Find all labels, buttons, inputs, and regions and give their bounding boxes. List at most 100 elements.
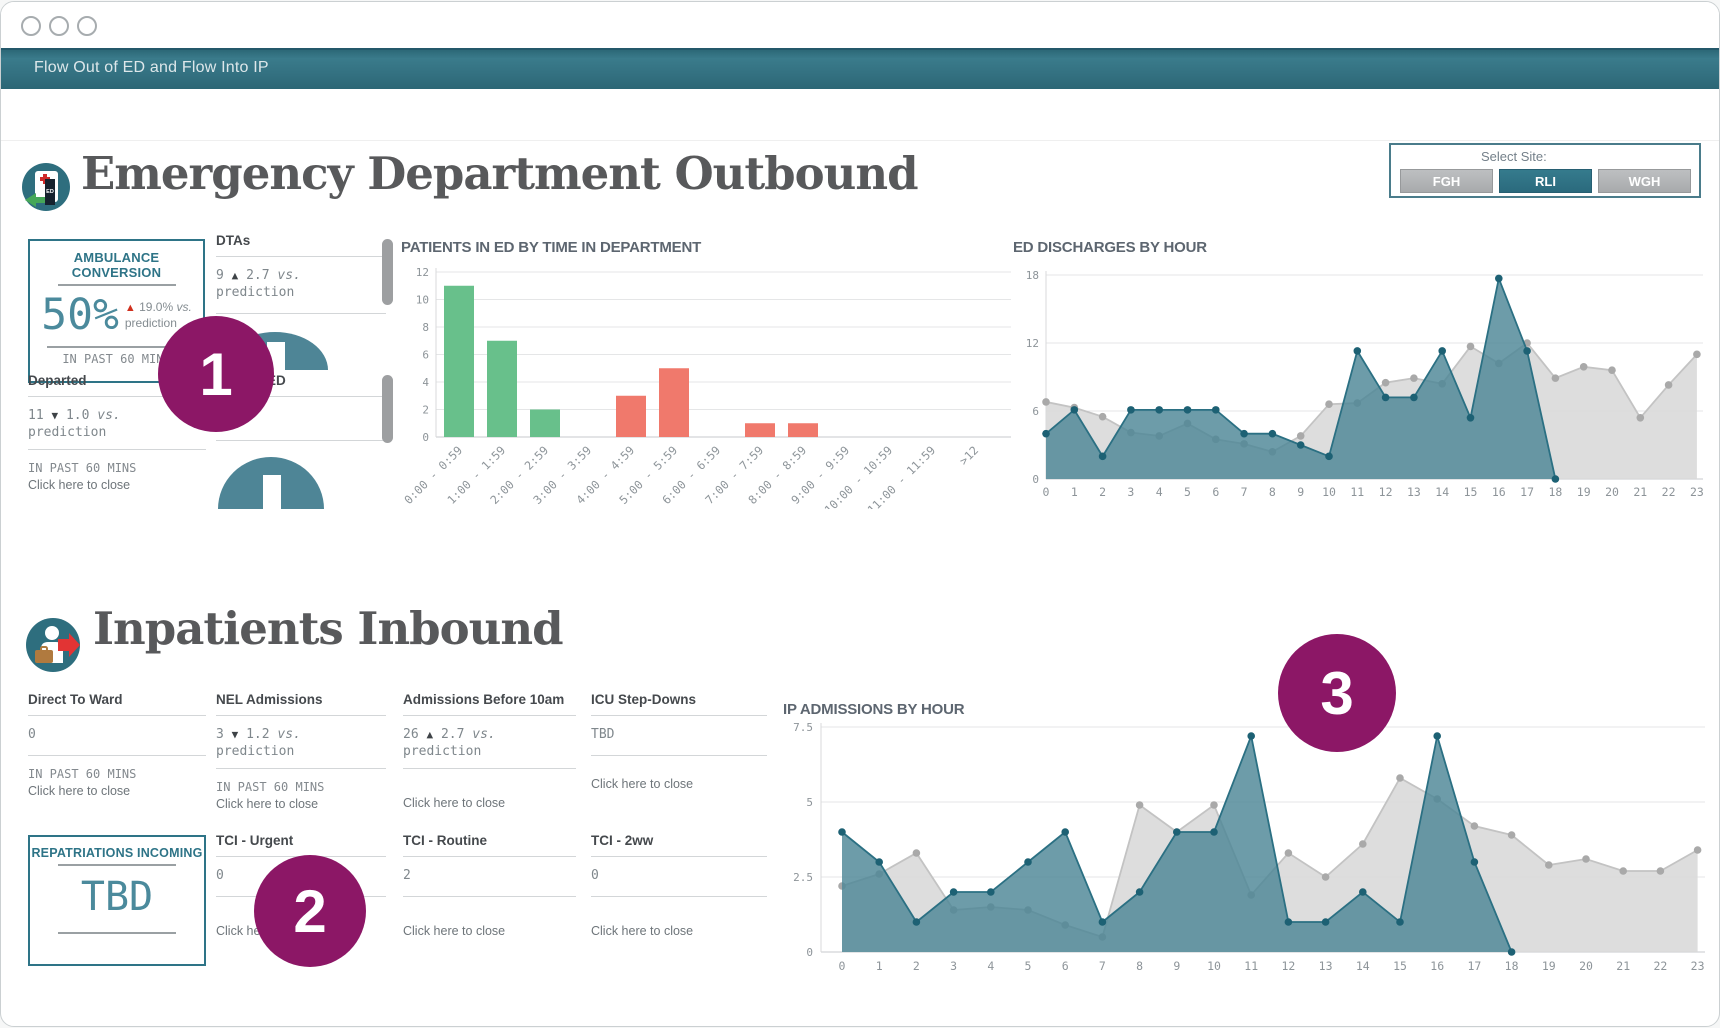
svg-text:10: 10	[1322, 485, 1336, 499]
dtas-label: DTAs	[216, 233, 251, 248]
departed-close-link[interactable]: Click here to close	[28, 478, 131, 492]
departed-footer: IN PAST 60 MINS	[28, 461, 137, 475]
svg-text:12: 12	[416, 266, 429, 279]
app-title: Flow Out of ED and Flow Into IP	[34, 59, 269, 76]
vs-label: vs.	[277, 727, 301, 742]
svg-text:19: 19	[1577, 485, 1591, 499]
icu-close-link[interactable]: Click here to close	[591, 777, 694, 791]
tci-routine-close-link[interactable]: Click here to close	[403, 924, 506, 938]
svg-text:9: 9	[1297, 485, 1304, 499]
divider	[403, 856, 576, 857]
svg-text:0: 0	[806, 946, 813, 959]
annotation-number: 3	[1320, 659, 1354, 727]
ambulance-conversion-card[interactable]: AMBULANCE CONVERSION 50% ▲ 19.0% vs. pre…	[28, 239, 205, 383]
direct-to-ward-value: 0	[28, 727, 36, 742]
before10-close-link[interactable]: Click here to close	[403, 796, 506, 810]
svg-text:22: 22	[1662, 485, 1676, 499]
window-control-icon[interactable]	[49, 16, 69, 36]
tci-urgent-value: 0	[216, 868, 224, 883]
scrollbar-thumb[interactable]	[382, 375, 393, 443]
tci-urgent-label: TCI - Urgent	[216, 833, 294, 848]
svg-text:1: 1	[876, 959, 883, 973]
svg-text:18: 18	[1505, 959, 1519, 973]
divider	[591, 896, 767, 897]
site-button-rli[interactable]: RLI	[1499, 169, 1592, 193]
scrollbar-thumb[interactable]	[382, 239, 393, 305]
divider	[591, 755, 767, 756]
annotation-number: 2	[293, 877, 327, 945]
repatriations-value: TBD	[80, 874, 154, 920]
svg-text:17: 17	[1467, 959, 1481, 973]
nel-admissions-kpi: NEL Admissions 3 ▼ 1.2 vs. prediction IN…	[216, 692, 386, 813]
repatriations-card[interactable]: REPATRIATIONS INCOMING TBD	[28, 835, 206, 966]
admitted-gauge[interactable]	[218, 457, 324, 509]
svg-text:6: 6	[1032, 405, 1039, 418]
svg-text:12: 12	[1379, 485, 1393, 499]
svg-text:4: 4	[987, 959, 994, 973]
down-triangle-icon: ▼	[231, 728, 239, 741]
nel-delta: 1.2	[246, 727, 270, 742]
svg-text:14: 14	[1356, 959, 1370, 973]
site-button-fgh[interactable]: FGH	[1400, 169, 1493, 193]
ed-section-title: Emergency Department Outbound	[81, 147, 919, 200]
svg-text:12: 12	[1281, 959, 1295, 973]
direct-to-ward-kpi: Direct To Ward 0 IN PAST 60 MINS Click h…	[28, 692, 206, 800]
ip-section-title: Inpatients Inbound	[93, 602, 564, 655]
svg-text:0: 0	[1032, 473, 1039, 486]
svg-text:23: 23	[1690, 485, 1704, 499]
svg-text:6: 6	[1062, 959, 1069, 973]
svg-text:4: 4	[1156, 485, 1163, 499]
direct-to-ward-label: Direct To Ward	[28, 692, 123, 707]
site-button-wgh[interactable]: WGH	[1598, 169, 1691, 193]
svg-text:8: 8	[1269, 485, 1276, 499]
svg-text:10: 10	[1207, 959, 1221, 973]
vs-label: vs.	[277, 268, 301, 283]
up-triangle-icon: ▲	[426, 728, 434, 741]
svg-text:9: 9	[1173, 959, 1180, 973]
dtas-delta: 2.7	[246, 268, 270, 283]
admissions-before-10am-label: Admissions Before 10am	[403, 692, 565, 707]
svg-text:14: 14	[1435, 485, 1449, 499]
svg-text:17: 17	[1520, 485, 1534, 499]
divider	[216, 440, 386, 441]
svg-text:6: 6	[1212, 485, 1219, 499]
ambulance-footer: IN PAST 60 MINS	[62, 352, 171, 366]
svg-text:13: 13	[1407, 485, 1421, 499]
tci-2ww-value: 0	[591, 868, 599, 883]
svg-text:0: 0	[422, 431, 429, 444]
vs-label: vs.	[472, 727, 496, 742]
tci-routine-kpi: TCI - Routine 2 Click here to close	[403, 833, 576, 940]
direct-to-ward-footer: IN PAST 60 MINS	[28, 767, 137, 781]
svg-text:0: 0	[1043, 485, 1050, 499]
svg-text:18: 18	[1548, 485, 1562, 499]
divider	[403, 768, 576, 769]
icu-step-downs-kpi: ICU Step-Downs TBD Click here to close	[591, 692, 767, 793]
nel-admissions-label: NEL Admissions	[216, 692, 323, 707]
ip-admissions-area-chart[interactable]: 02.557.50 1 2 3 4 5 6 7 8 9 10 11 12 13 14 15 16 17 18 19 20…	[783, 712, 1718, 987]
vs-label: vs.	[97, 408, 121, 423]
window-control-icon[interactable]	[77, 16, 97, 36]
tci-2ww-close-link[interactable]: Click here to close	[591, 924, 694, 938]
before10-value: 26	[403, 727, 419, 742]
divider	[28, 715, 206, 716]
svg-text:20: 20	[1579, 959, 1593, 973]
tci-routine-value: 2	[403, 868, 411, 883]
annotation-circle-2: 2	[254, 855, 366, 967]
svg-text:8: 8	[422, 321, 429, 334]
direct-to-ward-close-link[interactable]: Click here to close	[28, 784, 131, 798]
window-control-icon[interactable]	[21, 16, 41, 36]
inpatient-arrival-icon	[26, 618, 80, 672]
nel-close-link[interactable]: Click here to close	[216, 797, 319, 811]
divider	[403, 715, 576, 716]
divider	[57, 284, 176, 286]
repatriations-title: REPATRIATIONS INCOMING	[31, 846, 203, 860]
tci-routine-label: TCI - Routine	[403, 833, 487, 848]
patients-in-ed-chart-title: PATIENTS IN ED BY TIME IN DEPARTMENT	[401, 239, 702, 256]
svg-text:18: 18	[1026, 269, 1039, 282]
divider	[216, 256, 386, 257]
svg-text:10: 10	[416, 294, 429, 307]
vs-label: vs.	[176, 299, 192, 314]
svg-text:3: 3	[1127, 485, 1134, 499]
